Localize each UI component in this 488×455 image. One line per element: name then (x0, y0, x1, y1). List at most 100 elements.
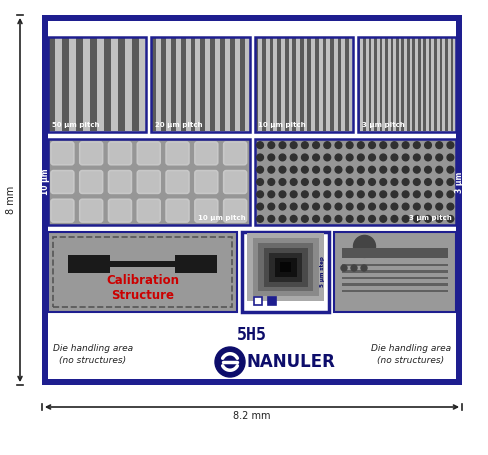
Bar (326, 38, 330, 131)
Bar (132, 38, 139, 131)
Circle shape (279, 142, 286, 148)
Circle shape (413, 191, 420, 197)
Bar (371, 38, 374, 131)
Bar (323, 38, 326, 131)
Circle shape (335, 203, 342, 210)
Bar (377, 38, 380, 131)
Circle shape (380, 191, 386, 197)
Bar (366, 38, 368, 131)
Bar (281, 38, 285, 131)
Circle shape (290, 191, 297, 197)
Bar (48, 21, 456, 379)
Bar (76, 38, 83, 131)
Circle shape (257, 191, 264, 197)
Bar (258, 243, 313, 291)
Bar (262, 38, 266, 131)
Bar (342, 283, 448, 286)
Circle shape (358, 216, 364, 222)
Circle shape (324, 203, 331, 210)
Circle shape (302, 191, 308, 197)
Circle shape (391, 191, 398, 197)
Circle shape (324, 216, 331, 222)
Bar (448, 38, 450, 131)
Bar (330, 38, 334, 131)
Bar (266, 38, 269, 131)
Circle shape (413, 179, 420, 185)
Circle shape (257, 179, 264, 185)
Bar (404, 38, 407, 131)
Circle shape (447, 142, 454, 148)
Circle shape (447, 167, 454, 173)
Bar (48, 139, 249, 225)
FancyBboxPatch shape (108, 171, 131, 193)
Bar (255, 139, 456, 225)
Bar (426, 38, 429, 131)
Bar (55, 38, 62, 131)
Bar (429, 38, 431, 131)
Circle shape (358, 203, 364, 210)
Circle shape (335, 142, 342, 148)
Circle shape (368, 203, 375, 210)
Circle shape (346, 142, 353, 148)
Bar (244, 38, 249, 131)
Circle shape (447, 191, 454, 197)
Text: 10 µm: 10 µm (289, 24, 318, 34)
Bar (48, 37, 146, 132)
Text: 20 µm pitch: 20 µm pitch (155, 122, 203, 128)
Circle shape (268, 203, 275, 210)
Circle shape (402, 154, 409, 161)
Circle shape (358, 191, 364, 197)
Circle shape (368, 167, 375, 173)
Circle shape (302, 154, 308, 161)
FancyBboxPatch shape (80, 171, 102, 193)
Bar (342, 289, 448, 292)
Bar (62, 38, 69, 131)
Circle shape (341, 265, 347, 271)
Bar (255, 38, 258, 131)
Bar (399, 38, 402, 131)
Bar (393, 38, 396, 131)
FancyBboxPatch shape (80, 199, 102, 222)
Circle shape (346, 179, 353, 185)
Circle shape (313, 203, 320, 210)
Bar (171, 38, 176, 131)
FancyBboxPatch shape (195, 199, 218, 222)
Circle shape (268, 191, 275, 197)
Bar (48, 139, 249, 225)
Bar (311, 38, 315, 131)
Circle shape (402, 167, 409, 173)
Bar (242, 232, 329, 312)
Bar (402, 38, 404, 131)
Bar (418, 38, 421, 131)
Bar (409, 38, 412, 131)
Circle shape (290, 216, 297, 222)
Bar (288, 38, 292, 131)
Bar (210, 38, 215, 131)
Circle shape (324, 142, 331, 148)
Bar (349, 38, 353, 131)
Bar (90, 38, 97, 131)
Circle shape (335, 154, 342, 161)
Text: 3 µm: 3 µm (454, 172, 464, 192)
Bar (304, 38, 307, 131)
Circle shape (346, 203, 353, 210)
Circle shape (402, 203, 409, 210)
Bar (390, 38, 393, 131)
Bar (252, 238, 319, 296)
Circle shape (436, 154, 443, 161)
Bar (319, 38, 323, 131)
Circle shape (425, 179, 431, 185)
Text: 8.2 mm: 8.2 mm (233, 411, 271, 421)
Text: 5H5: 5H5 (237, 326, 267, 344)
FancyBboxPatch shape (80, 142, 102, 165)
Bar (255, 37, 353, 132)
Bar (139, 38, 146, 131)
Circle shape (447, 216, 454, 222)
Bar (385, 38, 388, 131)
Bar (201, 38, 205, 131)
Circle shape (368, 142, 375, 148)
Bar (445, 38, 448, 131)
Text: Die handling area
(no structures): Die handling area (no structures) (53, 344, 133, 365)
Circle shape (346, 154, 353, 161)
Circle shape (346, 191, 353, 197)
